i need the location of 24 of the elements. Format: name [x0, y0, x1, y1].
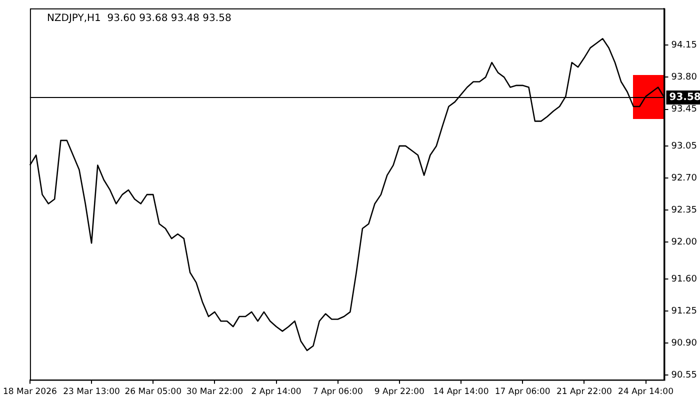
x-tick-label: 30 Mar 22:00	[186, 387, 244, 398]
x-tick-label: 2 Apr 14:00	[251, 387, 302, 398]
y-tick-label: 93.45	[671, 104, 697, 115]
y-tick-label: 91.60	[671, 274, 698, 284]
x-tick-label: 14 Apr 14:00	[433, 387, 489, 398]
y-tick-label: 92.00	[671, 238, 698, 248]
x-tick-label: 9 Apr 22:00	[374, 387, 424, 398]
y-tick-label: 92.35	[671, 205, 697, 216]
y-tick-label: 93.80	[671, 72, 698, 83]
x-tick-label: 23 Mar 13:00	[63, 387, 120, 398]
y-tick-label: 94.15	[671, 40, 697, 50]
y-tick-label: 92.70	[671, 173, 698, 184]
text: NZDJPY,H1 93.60 93.68 93.48 93.58	[46, 12, 232, 24]
x-tick-label: 17 Apr 06:00	[494, 387, 550, 398]
y-tick-label: 90.55	[671, 370, 697, 381]
ref-line-label: 93.58	[669, 92, 700, 104]
x-tick-label: 18 Mar 2026	[3, 387, 57, 398]
y-tick-label: 90.90	[671, 338, 698, 348]
x-tick-label: 21 Apr 22:00	[556, 387, 612, 398]
x-tick-label: 26 Mar 05:00	[124, 387, 182, 398]
y-tick-label: 91.25	[671, 306, 697, 316]
x-tick-label: 7 Apr 06:00	[312, 387, 363, 398]
x-tick-label: 24 Apr 14:00	[618, 387, 674, 398]
y-tick-label: 93.05	[671, 141, 697, 152]
